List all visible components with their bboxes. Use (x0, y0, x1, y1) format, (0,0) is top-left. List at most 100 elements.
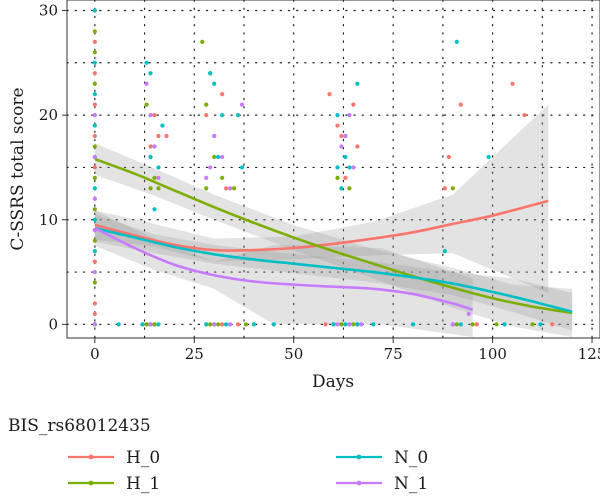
data-point (538, 322, 543, 327)
data-point (156, 322, 161, 327)
data-point (116, 322, 121, 327)
data-point (156, 133, 161, 139)
data-point (92, 133, 97, 139)
data-point (156, 175, 161, 180)
data-point (339, 186, 344, 191)
data-point (92, 154, 97, 160)
legend-point (88, 454, 94, 460)
data-point (454, 322, 459, 327)
data-point (442, 186, 447, 191)
legend-point (356, 454, 362, 460)
data-point (152, 207, 157, 212)
y-tick-label: 20 (39, 106, 58, 124)
data-point (339, 322, 344, 327)
data-point (204, 186, 209, 191)
data-point (156, 186, 161, 191)
data-point (458, 322, 463, 327)
data-point (216, 154, 221, 160)
data-point (92, 144, 97, 149)
data-point (92, 175, 97, 180)
y-axis-label: C-SSRS total score (8, 87, 28, 250)
data-point (442, 249, 447, 254)
data-point (92, 123, 97, 128)
data-point (351, 165, 356, 170)
data-point (92, 29, 97, 34)
data-point (371, 322, 376, 327)
data-point (92, 113, 97, 118)
data-point (450, 186, 455, 191)
data-point (335, 175, 340, 180)
legend: H_0 H_1 N_0 N_1 (68, 448, 428, 494)
data-point (343, 175, 348, 180)
data-point (355, 144, 360, 149)
data-point (92, 8, 97, 13)
data-point (164, 133, 169, 139)
data-point (212, 81, 217, 86)
data-point (92, 238, 97, 243)
data-point (235, 322, 241, 327)
data-point (208, 165, 213, 170)
data-point (92, 196, 97, 201)
data-point (339, 144, 344, 149)
legend-point (88, 480, 94, 486)
data-point (148, 113, 153, 118)
data-point (343, 133, 348, 139)
data-point (355, 322, 360, 327)
data-point (458, 102, 463, 107)
data-point (144, 322, 149, 327)
data-point (152, 144, 157, 149)
data-point (144, 102, 149, 107)
data-point (224, 186, 229, 191)
data-point (140, 322, 145, 327)
data-point (92, 259, 97, 264)
data-point (530, 322, 535, 327)
data-point (227, 322, 233, 327)
legend-label: H_1 (126, 474, 160, 494)
data-point (144, 81, 149, 86)
data-point (220, 113, 225, 118)
x-tick-label: 75 (384, 345, 403, 363)
data-point (231, 186, 237, 191)
data-point (212, 322, 217, 327)
data-point (216, 322, 221, 327)
data-point (92, 280, 97, 285)
data-point (92, 301, 97, 306)
data-point (243, 322, 249, 327)
data-point (92, 322, 97, 327)
data-point (323, 322, 328, 327)
data-point (212, 133, 217, 139)
data-point (92, 81, 97, 86)
data-point (271, 322, 276, 327)
data-point (144, 60, 149, 65)
legend-title: BIS_rs68012435 (8, 416, 151, 436)
data-point (339, 133, 344, 139)
data-point (92, 60, 97, 65)
data-point (152, 113, 157, 118)
data-point (92, 39, 97, 44)
data-point (92, 249, 97, 254)
data-point (347, 165, 352, 170)
legend-point (356, 480, 362, 486)
data-point (204, 113, 209, 118)
confidence-band (94, 210, 473, 337)
data-point (446, 154, 451, 160)
plot-panel (66, 0, 600, 339)
data-point (148, 322, 153, 327)
legend-label: N_0 (394, 448, 428, 468)
data-point (450, 322, 455, 327)
x-tick-label: 100 (478, 345, 507, 363)
data-point (220, 154, 225, 160)
data-point (152, 175, 157, 180)
data-point (474, 322, 479, 327)
x-axis-label: Days (312, 372, 354, 392)
data-point (343, 322, 348, 327)
data-point (152, 322, 157, 327)
data-point (160, 123, 165, 128)
data-point (327, 92, 332, 97)
data-point (220, 92, 225, 97)
data-point (522, 113, 527, 118)
data-point (148, 186, 153, 191)
data-point (335, 113, 340, 118)
